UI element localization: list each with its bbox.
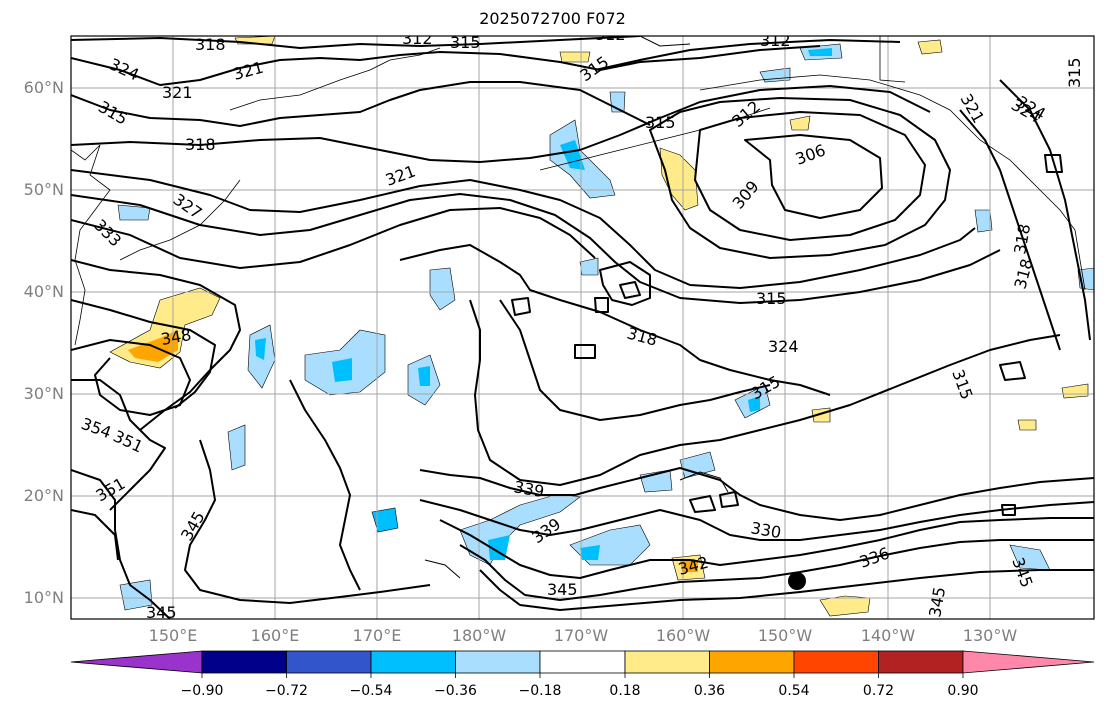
colorbar-segment [370,650,456,674]
colorbar-segment [793,650,879,674]
contour-label: 315 [948,367,976,402]
contour-label: 345 [146,603,177,622]
contour-label: 315 [450,33,481,52]
colorbar-segment [201,650,287,674]
lat-label-20n: 20°N [23,486,64,505]
colorbar-tick-label: 0.54 [778,683,810,699]
contour-label: 336 [857,543,892,571]
contour-label: 312 [595,25,626,44]
lat-label-50n: 50°N [23,180,64,199]
colorbar-tick-label: −0.72 [265,683,308,699]
contour-label: 315 [756,289,787,308]
lat-label-40n: 40°N [23,282,64,301]
contour-label: 318 [625,324,659,350]
colorbar-tick-label: −0.18 [518,683,562,699]
contour-label: 318 [1011,257,1037,291]
contour-lines [71,36,1094,619]
graticule [71,36,1094,619]
lon-label-140w: 140°W [860,626,916,645]
colorbar-tick-label: −0.54 [349,683,393,699]
lon-label-130w: 130°W [962,626,1018,645]
contour-label: 309 [729,177,763,213]
lon-label-180w: 180°W [451,626,507,645]
contour-label: 321 [231,58,265,84]
lat-label-30n: 30°N [23,384,64,403]
contour-label: 348 [159,325,192,349]
contour-label: 345 [925,585,949,618]
contour-label: 318 [1010,222,1034,255]
contour-label: 324 [106,54,142,84]
contour-label: 321 [162,83,193,102]
thin-contours [424,36,729,579]
contour-label: 354 [79,414,114,442]
colorbar-tick-label: 0.72 [862,683,895,699]
colorbar-segment [286,650,372,674]
contour-label: 315 [1065,57,1084,88]
black-dot [788,572,806,590]
colorbar-segment [455,650,541,674]
contour-label: 306 [793,140,828,168]
lon-label-150w: 150°W [757,626,813,645]
colorbar-extend-low [70,650,203,674]
contour-label: 312 [760,31,791,50]
contour-label: 342 [676,553,710,579]
contour-label: 345 [177,508,209,544]
contour-label: 318 [195,35,226,54]
contour-label: 324 [768,337,799,356]
contour-label: 339 [512,477,545,501]
map-plot-area: 318 324 315 318 321 312 315 312 315 312 … [71,25,1094,622]
contour-label: 315 [95,97,131,129]
lon-label-150e: 150°E [148,626,198,645]
contour-label: 321 [383,161,418,189]
colorbar-tick-label: 0.18 [609,683,641,699]
lat-label-10n: 10°N [23,588,64,607]
plot-frame [70,35,1095,620]
colorbar-segment [878,650,964,674]
lon-label-160w: 160°W [655,626,711,645]
colorbar-tick-label: −0.36 [434,683,477,699]
colorbar-extend-high [962,650,1095,674]
colorbar-tick-label: 0.90 [947,683,979,699]
colorbar-tick-label: 0.36 [693,683,726,699]
positive-shading [109,36,1089,617]
contour-label: 345 [547,580,578,599]
lon-label-160e: 160°E [250,626,300,645]
lon-label-170e: 170°E [352,626,402,645]
map-title: 2025072700 F072 [479,9,626,28]
contour-label: 312 [402,29,433,48]
negative-shading [117,43,1094,611]
contour-label: 315 [645,113,676,132]
lon-label-170w: 170°W [553,626,609,645]
contour-label: 318 [185,135,216,154]
colorbar-tick-label: −0.90 [180,683,224,699]
contour-label: 327 [170,190,206,223]
colorbar-segment [709,650,795,674]
lat-label-60n: 60°N [23,78,64,97]
colorbar [70,650,1095,678]
contour-label: 333 [90,215,125,250]
colorbar-segment [539,650,626,674]
colorbar-segment [624,650,710,674]
